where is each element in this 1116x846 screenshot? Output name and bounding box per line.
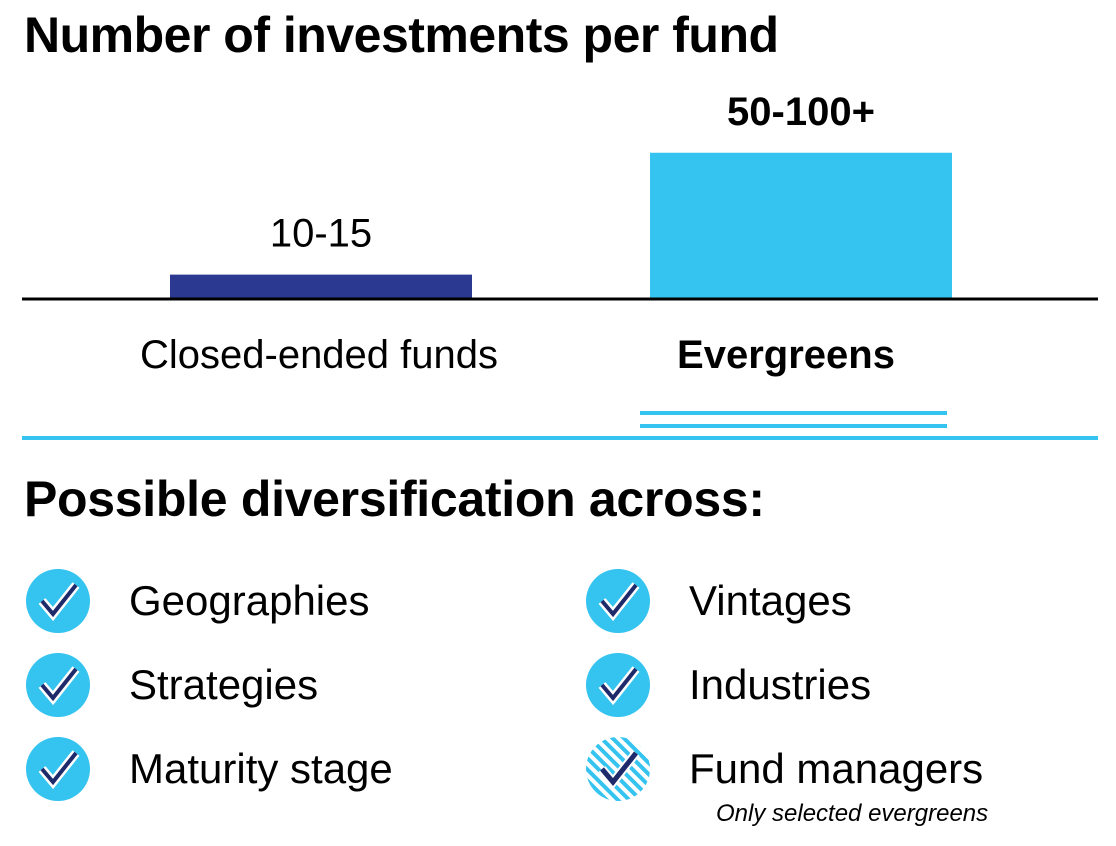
bar-closed-ended bbox=[170, 274, 472, 299]
diversification-item: Geographies bbox=[25, 568, 370, 634]
diversification-item: Maturity stage bbox=[25, 736, 393, 802]
check-circle-icon bbox=[26, 737, 90, 801]
bar-chart: 10-15 Closed-ended funds 50-100+ Evergreens bbox=[22, 90, 1098, 428]
diversification-item: Fund managers bbox=[585, 736, 983, 802]
diversification-item: Vintages bbox=[585, 568, 852, 634]
emphasis-underline bbox=[640, 411, 947, 428]
category-label: Evergreens bbox=[677, 333, 895, 377]
check-circle-icon bbox=[26, 653, 90, 717]
diversification-heading: Possible diversification across: bbox=[24, 471, 765, 527]
item-label: Fund managers bbox=[689, 745, 984, 792]
value-label: 10-15 bbox=[270, 212, 372, 256]
check-circle-icon bbox=[586, 653, 650, 717]
item-label: Geographies bbox=[129, 577, 370, 624]
diversification-item: Strategies bbox=[25, 652, 318, 718]
item-label: Maturity stage bbox=[129, 745, 393, 792]
bar-evergreens bbox=[650, 152, 952, 299]
diversification-item: Industries bbox=[585, 652, 871, 718]
value-label: 50-100+ bbox=[727, 90, 875, 134]
item-label: Vintages bbox=[689, 577, 852, 624]
check-circle-striped-icon bbox=[586, 737, 650, 801]
check-circle-icon bbox=[26, 569, 90, 633]
section-divider bbox=[22, 436, 1098, 440]
chart-title: Number of investments per fund bbox=[24, 7, 779, 63]
category-label: Closed-ended funds bbox=[140, 333, 498, 377]
item-label: Industries bbox=[689, 661, 872, 708]
fund-managers-note: Only selected evergreens bbox=[716, 800, 989, 827]
item-label: Strategies bbox=[129, 661, 319, 708]
check-circle-icon bbox=[586, 569, 650, 633]
